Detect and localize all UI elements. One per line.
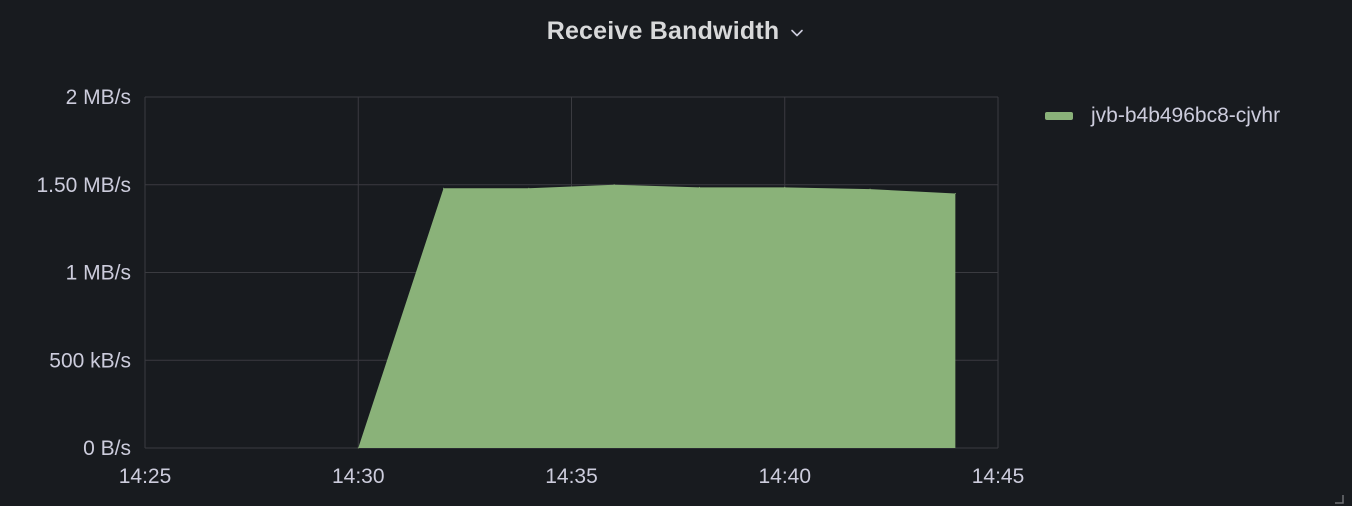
y-tick-label: 1 MB/s — [66, 262, 131, 285]
data-point[interactable] — [869, 188, 871, 190]
data-point[interactable] — [784, 186, 786, 188]
data-point[interactable] — [698, 186, 700, 188]
x-tick-label: 14:45 — [972, 465, 1025, 488]
y-tick-label: 500 kB/s — [49, 349, 131, 372]
data-point[interactable] — [443, 187, 445, 189]
data-point[interactable] — [613, 184, 615, 186]
panel-title[interactable]: Receive Bandwidth — [546, 16, 780, 45]
y-tick-label: 0 B/s — [83, 437, 131, 460]
x-tick-label: 14:40 — [758, 465, 811, 488]
x-tick-label: 14:25 — [119, 465, 172, 488]
data-point[interactable] — [528, 187, 530, 189]
y-tick-label: 2 MB/s — [66, 86, 131, 109]
data-point[interactable] — [357, 447, 359, 449]
legend: jvb-b4b496bc8-cjvhr — [1045, 104, 1280, 128]
panel-header[interactable]: Receive Bandwidth — [0, 14, 1352, 48]
data-point[interactable] — [954, 193, 956, 195]
y-tick-label: 1.50 MB/s — [36, 174, 131, 197]
x-tick-label: 14:35 — [545, 465, 598, 488]
series-area[interactable] — [358, 184, 956, 448]
x-tick-label: 14:30 — [332, 465, 385, 488]
legend-series-label[interactable]: jvb-b4b496bc8-cjvhr — [1091, 104, 1281, 127]
resize-corner-icon[interactable] — [1334, 494, 1344, 504]
legend-swatch[interactable] — [1045, 112, 1073, 120]
chevron-down-icon[interactable] — [789, 25, 805, 41]
